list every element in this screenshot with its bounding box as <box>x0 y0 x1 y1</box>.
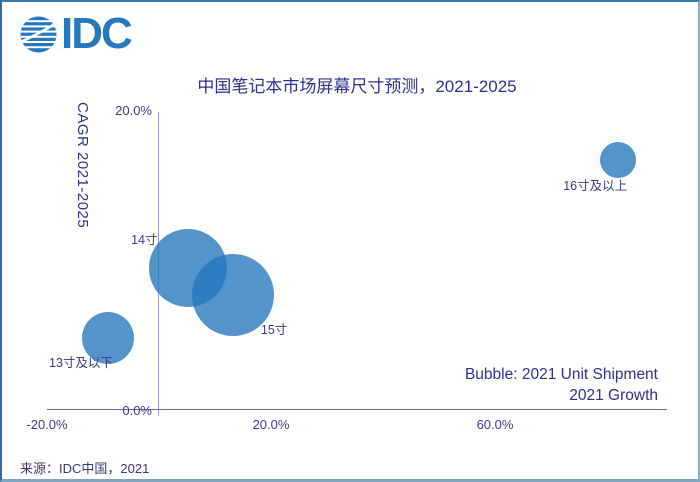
x-tick-label: 60.0% <box>476 417 514 432</box>
idc-logo: IDC <box>20 9 133 58</box>
x-tick-label: 20.0% <box>252 417 290 432</box>
chart-bubble <box>600 141 637 178</box>
y-tick-label: 0.0% <box>122 403 152 418</box>
x-tick-label: -20.0% <box>26 417 68 432</box>
source-note: 来源：IDC中国，2021 <box>20 461 150 476</box>
y-axis-title: CAGR 2021-2025 <box>74 102 91 229</box>
chart-bubble <box>82 312 135 364</box>
legend-note: Bubble: 2021 Unit Shipment 2021 Growth <box>358 364 658 406</box>
bubble-label: 13寸及以下 <box>49 356 113 370</box>
y-tick-label: 20.0% <box>115 103 152 118</box>
legend-note-line1: Bubble: 2021 Unit Shipment <box>464 366 658 383</box>
chart-bubble <box>191 253 274 336</box>
bubble-label: 15寸 <box>260 322 288 337</box>
bubble-label: 16寸及以上 <box>563 178 628 193</box>
globe-icon <box>20 16 57 53</box>
x-axis-line <box>47 409 667 410</box>
bubble-label: 14寸 <box>131 232 158 247</box>
logo-text: IDC <box>61 9 133 58</box>
chart-title: 中国笔记本市场屏幕尺寸预测，2021-2025 <box>197 77 517 96</box>
legend-note-line2: 2021 Growth <box>569 387 658 404</box>
